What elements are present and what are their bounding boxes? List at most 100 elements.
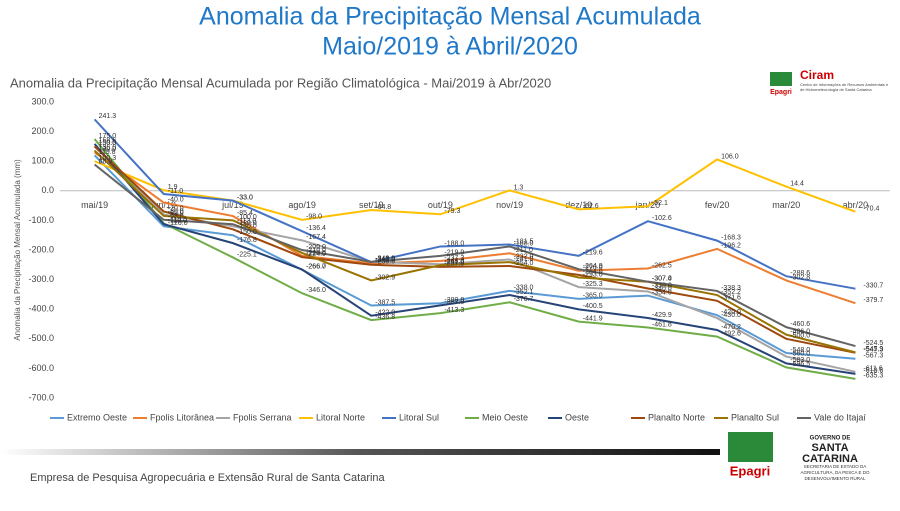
data-label: -376.7 <box>514 296 534 303</box>
data-label: -307.0 <box>652 276 672 283</box>
footer: Empresa de Pesquisa Agropecuária e Exten… <box>30 472 386 484</box>
data-label: -102.6 <box>652 215 672 222</box>
data-label: -635.3 <box>863 373 883 380</box>
title: Maio/2019 à Abril/2020 <box>322 33 578 61</box>
y-tick-label: 200.0 <box>31 126 54 136</box>
data-label: 106.0 <box>721 153 739 160</box>
data-label: -422.0 <box>375 310 395 317</box>
data-label: -70.4 <box>863 205 879 212</box>
series-line <box>93 149 856 354</box>
logo-sub: Centro de Informações de Recursos Ambien… <box>800 82 889 92</box>
legend-label: Vale do Itajaí <box>814 412 866 422</box>
data-label: 1.3 <box>514 184 524 191</box>
data-label: -79.3 <box>444 208 460 215</box>
legend-label: Litoral Sul <box>399 412 439 422</box>
data-label: 158.6 <box>99 138 117 145</box>
legend-label: Extremo Oeste <box>67 412 127 422</box>
data-label: -248.0 <box>444 258 464 265</box>
x-tick-label: fev/20 <box>705 200 730 210</box>
data-label: -188.0 <box>444 240 464 247</box>
data-label: -52.1 <box>652 200 668 207</box>
data-label: -98.0 <box>168 214 184 221</box>
y-tick-label: -700.0 <box>28 392 54 402</box>
legend-label: Fpolis Litorânea <box>150 412 214 422</box>
data-label: -441.9 <box>583 315 603 322</box>
data-label: -167.4 <box>306 234 326 241</box>
data-label: -113.0 <box>168 218 187 225</box>
data-label: -240.0 <box>375 256 395 263</box>
divider <box>0 449 720 455</box>
logo-sub: SECRETARIA DE ESTADO DA AGRICULTURA, DA … <box>801 464 870 481</box>
data-label: -136.4 <box>306 225 326 232</box>
y-tick-label: -600.0 <box>28 363 54 373</box>
data-label: -241.0 <box>375 256 395 263</box>
data-label: -232.0 <box>514 253 534 260</box>
data-label: -288.6 <box>790 270 810 277</box>
data-label: 100.3 <box>99 155 117 162</box>
data-label: -325.3 <box>583 281 603 288</box>
data-label: -110.0 <box>168 217 187 224</box>
data-label: -547.3 <box>863 347 883 354</box>
data-label: 130.0 <box>99 146 117 153</box>
data-label: -486.0 <box>790 328 810 335</box>
data-label: -352.1 <box>514 289 534 296</box>
data-label: -64.8 <box>375 204 391 211</box>
x-tick-label: jul/19 <box>221 200 244 210</box>
data-label: -371.6 <box>721 295 741 302</box>
y-tick-label: -200.0 <box>28 244 54 254</box>
data-label: -250.0 <box>375 259 395 266</box>
data-label: -120.0 <box>237 220 257 227</box>
chart-title: Anomalia da Precipitação Mensal Acumulad… <box>10 75 551 90</box>
data-label: -618.6 <box>863 368 883 375</box>
data-label: -245.0 <box>375 257 395 264</box>
legend-label: Meio Oeste <box>482 412 528 422</box>
data-label: -338.3 <box>721 285 741 292</box>
series-line <box>93 154 856 360</box>
data-label: -429.9 <box>652 312 672 319</box>
data-label: -100.0 <box>237 214 257 221</box>
data-label: -492.6 <box>721 330 741 337</box>
data-label: -611.6 <box>863 366 882 373</box>
data-label: -40.0 <box>168 196 184 203</box>
legend-label: Oeste <box>565 412 589 422</box>
data-label: -130.0 <box>237 223 257 230</box>
y-tick-label: -500.0 <box>28 333 54 343</box>
data-label: -302.8 <box>790 274 810 281</box>
logo-text: Epagri <box>730 463 770 478</box>
data-label: -413.3 <box>444 307 464 314</box>
x-tick-label: jan/20 <box>635 200 661 210</box>
data-label: -181.5 <box>514 238 534 245</box>
data-label: -264.9 <box>583 263 603 270</box>
data-label: -365.0 <box>583 293 603 300</box>
data-label: -262.5 <box>652 262 672 269</box>
x-tick-label: jun/19 <box>150 200 176 210</box>
data-label: 136.0 <box>99 144 117 151</box>
data-label: 150.0 <box>99 140 117 147</box>
legend-label: Planalto Sul <box>731 412 779 422</box>
x-tick-label: abr/20 <box>843 200 869 210</box>
data-label: -352.2 <box>721 289 741 296</box>
series-line <box>93 151 856 305</box>
data-label: -436.8 <box>375 314 395 321</box>
data-label: -379.7 <box>863 297 883 304</box>
logo-sub-text: Centro de Informações de Recursos Ambien… <box>800 82 889 92</box>
data-label: -33.0 <box>237 194 253 201</box>
y-tick-label: -300.0 <box>28 274 54 284</box>
data-label: -85.0 <box>168 210 184 217</box>
data-label: -583.0 <box>790 357 810 364</box>
data-label: -257.0 <box>444 261 464 268</box>
logo-text: Ciram <box>800 68 834 82</box>
y-tick-label: -400.0 <box>28 304 54 314</box>
data-label: 241.3 <box>99 113 117 120</box>
x-tick-label: set/19 <box>359 200 384 210</box>
x-tick-label: mar/20 <box>772 200 800 210</box>
data-label: -387.5 <box>375 299 395 306</box>
data-label: -254.0 <box>514 260 534 267</box>
data-label: -500.0 <box>790 333 810 340</box>
data-label: -545.9 <box>863 346 883 353</box>
y-axis-label: Anomalia da Precipitação Mensal Acumulad… <box>13 159 22 341</box>
data-label: -330.7 <box>863 283 883 290</box>
data-label: -120.0 <box>168 220 188 227</box>
data-label: -460.6 <box>790 321 810 328</box>
data-label: -168.3 <box>721 234 741 241</box>
